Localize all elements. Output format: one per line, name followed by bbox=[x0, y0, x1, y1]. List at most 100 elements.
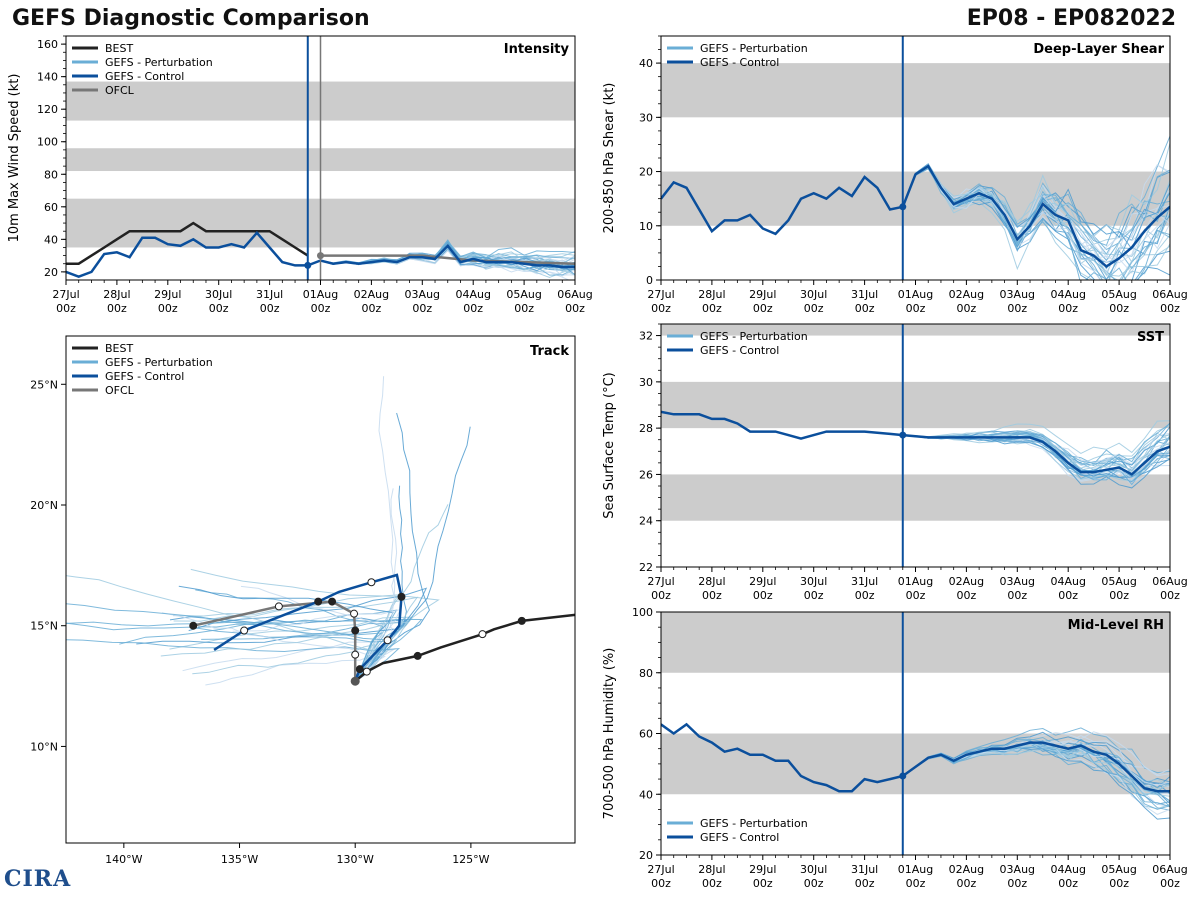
control-track-marker bbox=[355, 665, 364, 674]
legend-label-sst: GEFS - Control bbox=[700, 344, 779, 357]
panel-sst: 22242628303227Jul00z28Jul00z29Jul00z30Ju… bbox=[602, 323, 1188, 602]
legend-label-rh: GEFS - Control bbox=[700, 831, 779, 844]
perturbation-track bbox=[119, 609, 398, 682]
band-rh-1 bbox=[661, 612, 1170, 673]
legend-label-rh: GEFS - Perturbation bbox=[700, 817, 808, 830]
xtick-sublabel-rh: 00z bbox=[855, 877, 875, 890]
ytick-label-intensity: 100 bbox=[37, 136, 58, 149]
xtick-sublabel-sst: 00z bbox=[1109, 589, 1129, 602]
cira-logo: CIRA bbox=[4, 866, 72, 892]
xtick-label-sst: 28Jul bbox=[698, 575, 725, 588]
ofcl-track-marker bbox=[351, 650, 360, 659]
panel-intensity: 2040608010012014016027Jul00z28Jul00z29Ju… bbox=[7, 35, 593, 315]
xtick-label-rh: 06Aug bbox=[1152, 863, 1187, 876]
xtick-sublabel-shear: 00z bbox=[1007, 302, 1027, 315]
xtick-sublabel-intensity: 00z bbox=[158, 302, 178, 315]
ytick-label-intensity: 160 bbox=[37, 38, 58, 51]
ytick-label-track: 10°N bbox=[30, 740, 58, 753]
xtick-label-rh: 29Jul bbox=[749, 863, 776, 876]
perturbation-track bbox=[182, 641, 380, 682]
ofcl-line-intensity bbox=[320, 254, 575, 265]
legend-label-intensity: GEFS - Control bbox=[105, 70, 184, 83]
xtick-sublabel-shear: 00z bbox=[1160, 302, 1180, 315]
xtick-sublabel-sst: 00z bbox=[702, 589, 722, 602]
band-shear-1 bbox=[661, 63, 1170, 118]
ytick-label-sst: 24 bbox=[639, 515, 653, 528]
xtick-label-shear: 02Aug bbox=[949, 288, 984, 301]
ylabel-shear: 200-850 hPa Shear (kt) bbox=[602, 83, 617, 234]
frame-track bbox=[65, 335, 576, 844]
ytick-label-intensity: 140 bbox=[37, 71, 58, 84]
perturbation-member-shear bbox=[902, 163, 1170, 264]
panel-title-intensity: Intensity bbox=[504, 42, 570, 57]
ytick-label-track: 20°N bbox=[30, 499, 58, 512]
band-sst-2 bbox=[661, 324, 1170, 336]
ytick-label-track: 25°N bbox=[30, 378, 58, 391]
legend-label-intensity: OFCL bbox=[105, 84, 135, 97]
best-track-marker bbox=[413, 651, 422, 660]
ytick-label-shear: 20 bbox=[639, 166, 653, 179]
perturbation-track bbox=[160, 621, 410, 682]
xtick-sublabel-sst: 00z bbox=[651, 589, 671, 602]
xtick-sublabel-intensity: 00z bbox=[565, 302, 585, 315]
xtick-label-sst: 01Aug bbox=[898, 575, 933, 588]
best-line-intensity bbox=[66, 221, 309, 265]
xtick-sublabel-rh: 00z bbox=[1160, 877, 1180, 890]
xtick-label-rh: 05Aug bbox=[1101, 863, 1136, 876]
xtick-label-sst: 31Jul bbox=[851, 575, 878, 588]
xtick-label-sst: 06Aug bbox=[1152, 575, 1187, 588]
xtick-sublabel-sst: 00z bbox=[804, 589, 824, 602]
page-title: GEFS Diagnostic Comparison bbox=[12, 6, 370, 31]
ytick-label-sst: 22 bbox=[639, 561, 653, 574]
ytick-label-shear: 40 bbox=[639, 57, 653, 70]
init-marker-sst bbox=[899, 431, 907, 439]
ylabel-sst: Sea Surface Temp (°C) bbox=[602, 372, 617, 519]
ytick-label-sst: 26 bbox=[639, 468, 653, 481]
xtick-label-rh: 02Aug bbox=[949, 863, 984, 876]
perturbation-member-sst bbox=[902, 420, 1170, 454]
xtick-label-intensity: 01Aug bbox=[303, 288, 338, 301]
panel-title-shear: Deep-Layer Shear bbox=[1033, 42, 1164, 57]
perturbation-track bbox=[66, 622, 398, 682]
xtick-label-shear: 04Aug bbox=[1050, 288, 1085, 301]
xtick-sublabel-sst: 00z bbox=[1160, 589, 1180, 602]
ytick-label-shear: 0 bbox=[646, 274, 653, 287]
xtick-label-shear: 30Jul bbox=[800, 288, 827, 301]
xtick-sublabel-rh: 00z bbox=[957, 877, 977, 890]
xtick-label-track: 130°W bbox=[337, 853, 374, 866]
best-track-marker bbox=[478, 630, 487, 639]
xtick-sublabel-rh: 00z bbox=[1109, 877, 1129, 890]
xtick-label-intensity: 28Jul bbox=[103, 288, 130, 301]
legend-label-track: GEFS - Control bbox=[105, 370, 184, 383]
xtick-sublabel-shear: 00z bbox=[651, 302, 671, 315]
ytick-label-track: 15°N bbox=[30, 620, 58, 633]
xtick-label-intensity: 02Aug bbox=[354, 288, 389, 301]
xtick-sublabel-shear: 00z bbox=[1058, 302, 1078, 315]
xtick-sublabel-shear: 00z bbox=[702, 302, 722, 315]
control-track-marker bbox=[314, 597, 323, 606]
legend-label-intensity: GEFS - Perturbation bbox=[105, 56, 213, 69]
xtick-sublabel-shear: 00z bbox=[855, 302, 875, 315]
xtick-label-intensity: 30Jul bbox=[205, 288, 232, 301]
xtick-label-rh: 01Aug bbox=[898, 863, 933, 876]
xtick-label-track: 140°W bbox=[105, 853, 142, 866]
xtick-sublabel-shear: 00z bbox=[906, 302, 926, 315]
xtick-sublabel-intensity: 00z bbox=[311, 302, 331, 315]
xtick-label-shear: 29Jul bbox=[749, 288, 776, 301]
xtick-sublabel-sst: 00z bbox=[855, 589, 875, 602]
ylabel-rh: 700-500 hPa Humidity (%) bbox=[602, 648, 617, 820]
panel-shear: 01020304027Jul00z28Jul00z29Jul00z30Jul00… bbox=[602, 35, 1188, 315]
ofcl-track-marker bbox=[328, 597, 337, 606]
perturbation-track bbox=[192, 644, 376, 682]
xtick-label-track: 125°W bbox=[452, 853, 489, 866]
xtick-label-intensity: 29Jul bbox=[154, 288, 181, 301]
ytick-label-rh: 80 bbox=[639, 667, 653, 680]
panel-title-sst: SST bbox=[1137, 330, 1164, 345]
control-line-rh bbox=[661, 722, 1170, 793]
ofcl-track-marker bbox=[351, 626, 360, 635]
best-track-marker bbox=[517, 616, 526, 625]
ytick-label-sst: 32 bbox=[639, 330, 653, 343]
control-track-marker bbox=[240, 626, 249, 635]
xtick-label-track: 135°W bbox=[221, 853, 258, 866]
ofcl-start-marker bbox=[317, 252, 324, 260]
